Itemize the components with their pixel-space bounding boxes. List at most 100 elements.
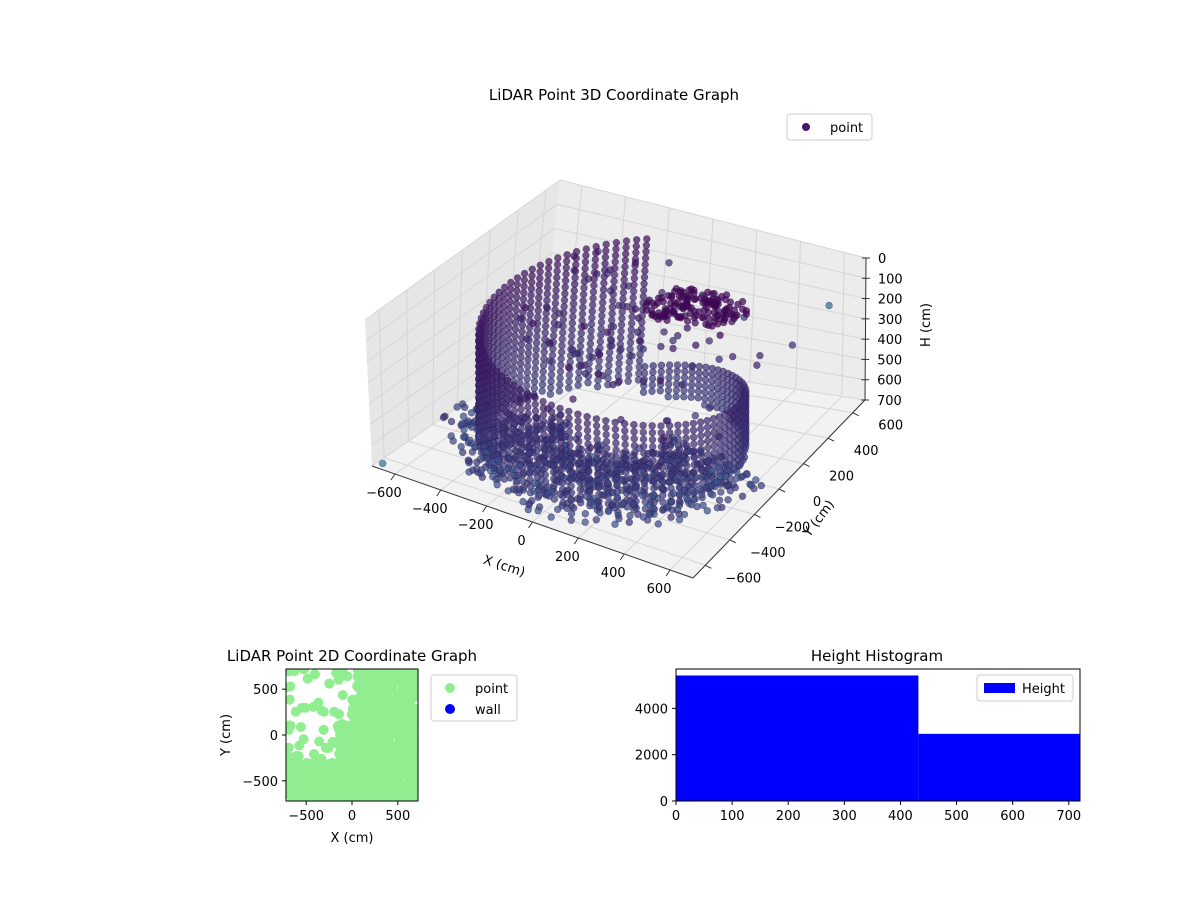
point-3d: [556, 411, 564, 419]
point-3d: [524, 409, 532, 418]
point-3d: [534, 306, 542, 315]
point-3d: [580, 271, 589, 279]
point-3d: [753, 361, 761, 369]
point-2d: [314, 736, 325, 747]
point-3d: [516, 461, 524, 470]
point-3d: [562, 270, 570, 278]
point-3d: [594, 470, 602, 478]
point-3d: [697, 438, 705, 447]
point-3d: [607, 316, 616, 324]
point-3d: [505, 454, 514, 463]
point-3d: [473, 458, 481, 466]
point-3d: [565, 428, 574, 436]
point-2d: [369, 715, 380, 726]
point-3d: [605, 361, 613, 369]
point-3d: [673, 361, 682, 369]
point-2d: [394, 771, 405, 782]
point-3d: [518, 438, 526, 446]
point-3d: [657, 368, 665, 376]
point-3d: [531, 371, 539, 379]
point-2d: [311, 791, 322, 801]
point-3d: [557, 445, 565, 453]
point-3d: [728, 352, 737, 361]
point-3d: [622, 482, 631, 490]
point-3d: [557, 438, 565, 446]
point-3d: [510, 394, 518, 402]
point-3d: [672, 386, 681, 394]
point-3d: [544, 264, 553, 272]
point-3d: [632, 490, 640, 498]
point-3d: [620, 276, 628, 284]
point-3d: [531, 414, 540, 422]
point-3d: [630, 448, 639, 457]
point-3d: [626, 511, 634, 520]
point-3d: [595, 490, 603, 499]
point-3d: [580, 277, 589, 286]
point-3d: [694, 381, 703, 389]
point-3d: [627, 326, 635, 334]
point-3d: [601, 253, 610, 261]
point-3d: [618, 308, 626, 316]
point-3d: [524, 416, 532, 424]
point-3d: [665, 361, 674, 369]
point-2d: [369, 762, 380, 773]
point-3d: [459, 448, 467, 457]
point-3d: [707, 466, 715, 475]
point-3d: [510, 388, 518, 396]
point-3d: [602, 424, 610, 432]
point-3d: [511, 427, 519, 435]
point-2d: [350, 792, 361, 801]
point-3d: [663, 316, 671, 324]
point-3d: [689, 433, 698, 441]
point-3d: [590, 281, 598, 290]
x-tick-3d: [390, 473, 396, 481]
point-3d: [549, 468, 558, 476]
point-3d: [625, 518, 633, 526]
point-3d: [548, 414, 556, 423]
point-3d: [556, 380, 564, 389]
point-3d: [579, 303, 587, 312]
point-3d: [540, 437, 548, 446]
point-3d: [579, 297, 587, 305]
point-3d: [556, 404, 564, 413]
point-3d: [558, 465, 566, 473]
histogram-y-tick-label: 0: [660, 795, 668, 810]
histogram-x-tick-label: 200: [776, 809, 801, 824]
point-3d: [603, 328, 611, 336]
point-3d: [675, 463, 683, 471]
point-3d: [648, 374, 657, 383]
point-3d: [631, 455, 639, 464]
point-3d: [611, 425, 620, 433]
point-3d: [641, 498, 649, 506]
point-3d: [569, 300, 578, 308]
point-3d: [589, 501, 598, 510]
point-3d: [674, 442, 683, 450]
point-3d: [697, 466, 706, 474]
point-3d: [511, 325, 520, 333]
point-3d: [593, 383, 602, 391]
point-3d: [585, 481, 593, 489]
point-3d: [613, 481, 621, 489]
point-3d: [535, 294, 543, 302]
point-3d: [567, 332, 576, 340]
point-3d: [509, 370, 518, 378]
point-3d: [602, 444, 611, 453]
point-3d: [665, 422, 674, 430]
point-3d: [639, 428, 647, 437]
point-3d: [558, 335, 566, 343]
legend-2d: point wall: [430, 674, 518, 722]
point-3d: [617, 345, 625, 353]
x-tick-label-3d: −200: [458, 518, 494, 533]
point-3d: [588, 314, 596, 322]
point-3d: [519, 295, 528, 303]
chart-3d-title: LiDAR Point 3D Coordinate Graph: [489, 86, 739, 104]
point-3d: [539, 404, 547, 412]
point-3d: [724, 481, 732, 489]
point-3d: [680, 486, 688, 494]
point-3d: [620, 269, 629, 277]
point-3d: [627, 332, 635, 340]
z-tick-label-3d: 0: [878, 252, 886, 267]
point-3d: [621, 256, 630, 264]
point-3d: [604, 507, 613, 516]
point-2d: [392, 791, 403, 801]
